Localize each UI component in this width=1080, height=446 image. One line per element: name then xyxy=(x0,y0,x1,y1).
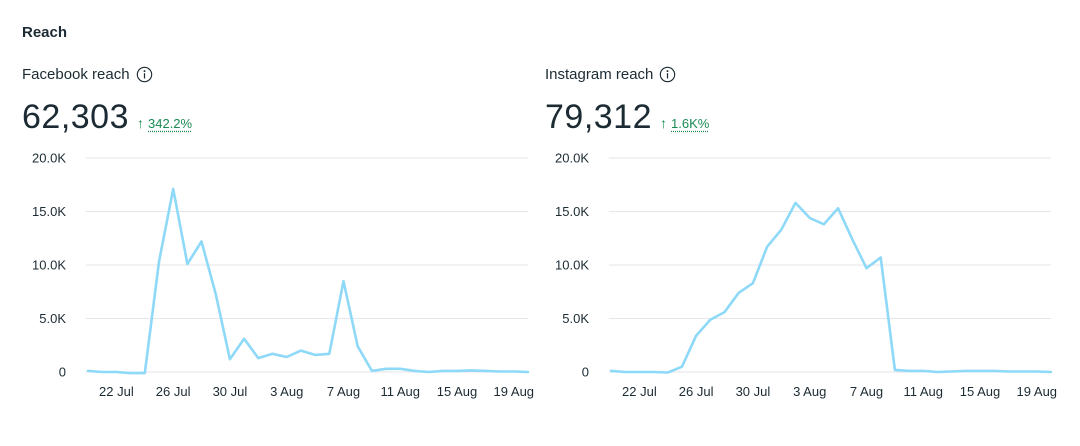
x-tick-label: 22 Jul xyxy=(622,384,657,399)
x-tick-label: 30 Jul xyxy=(736,384,771,399)
info-icon[interactable] xyxy=(659,66,676,83)
facebook-reach-panel: Facebook reach 62,303 ↑ 342.2% 0 5.0K 10.0… xyxy=(22,62,542,446)
panel-title: Facebook reach xyxy=(22,66,153,83)
instagram-reach-panel: Instagram reach 79,312 ↑ 1.6K% 0 5.0K 10.0… xyxy=(545,62,1065,446)
series-line xyxy=(86,187,530,375)
x-tick-label: 26 Jul xyxy=(679,384,714,399)
panel-title-label: Instagram reach xyxy=(545,66,654,83)
y-tick-label: 5.0K xyxy=(562,311,589,326)
delta-value: 342.2% xyxy=(148,116,193,131)
metric-row: 62,303 ↑ 342.2% xyxy=(22,98,192,137)
x-tick-label: 7 Aug xyxy=(850,384,883,399)
panel-title: Instagram reach xyxy=(545,66,676,83)
metric-value: 79,312 xyxy=(545,98,652,136)
x-tick-label: 19 Aug xyxy=(494,384,535,399)
reach-line-chart: 0 5.0K 10.0K 15.0K 20.0K 22 Jul 26 Jul 30 Jul 3 … xyxy=(555,151,1057,400)
arrow-up-icon: ↑ xyxy=(137,115,144,131)
panel-title-label: Facebook reach xyxy=(22,66,130,83)
series-line xyxy=(609,201,1053,374)
x-tick-label: 3 Aug xyxy=(270,384,303,399)
delta-value: 1.6K% xyxy=(671,116,710,131)
reach-line-chart: 0 5.0K 10.0K 15.0K 20.0K 22 Jul 26 Jul 30 Jul 3 … xyxy=(32,151,535,400)
y-tick-label: 20.0K xyxy=(555,151,589,166)
x-tick-label: 7 Aug xyxy=(327,384,360,399)
x-tick-label: 19 Aug xyxy=(1017,384,1057,399)
y-tick-label: 0 xyxy=(59,365,66,380)
y-tick-label: 10.0K xyxy=(32,258,66,273)
y-tick-label: 5.0K xyxy=(39,311,66,326)
x-tick-label: 15 Aug xyxy=(960,384,1001,399)
x-tick-label: 22 Jul xyxy=(99,384,134,399)
y-tick-label: 15.0K xyxy=(555,204,589,219)
x-tick-label: 30 Jul xyxy=(213,384,248,399)
y-tick-label: 10.0K xyxy=(555,258,589,273)
section-title: Reach xyxy=(22,24,68,41)
x-tick-label: 11 Aug xyxy=(380,384,420,399)
x-tick-label: 3 Aug xyxy=(793,384,826,399)
x-tick-label: 26 Jul xyxy=(156,384,191,399)
y-tick-label: 15.0K xyxy=(32,204,66,219)
x-tick-label: 15 Aug xyxy=(437,384,478,399)
y-tick-label: 20.0K xyxy=(32,151,66,166)
y-tick-label: 0 xyxy=(582,365,589,380)
info-icon[interactable] xyxy=(136,66,153,83)
delta-badge[interactable]: ↑ 1.6K% xyxy=(660,115,709,131)
x-tick-label: 11 Aug xyxy=(903,384,943,399)
metric-row: 79,312 ↑ 1.6K% xyxy=(545,98,709,137)
delta-badge[interactable]: ↑ 342.2% xyxy=(137,115,192,131)
metric-value: 62,303 xyxy=(22,98,129,136)
arrow-up-icon: ↑ xyxy=(660,115,667,131)
